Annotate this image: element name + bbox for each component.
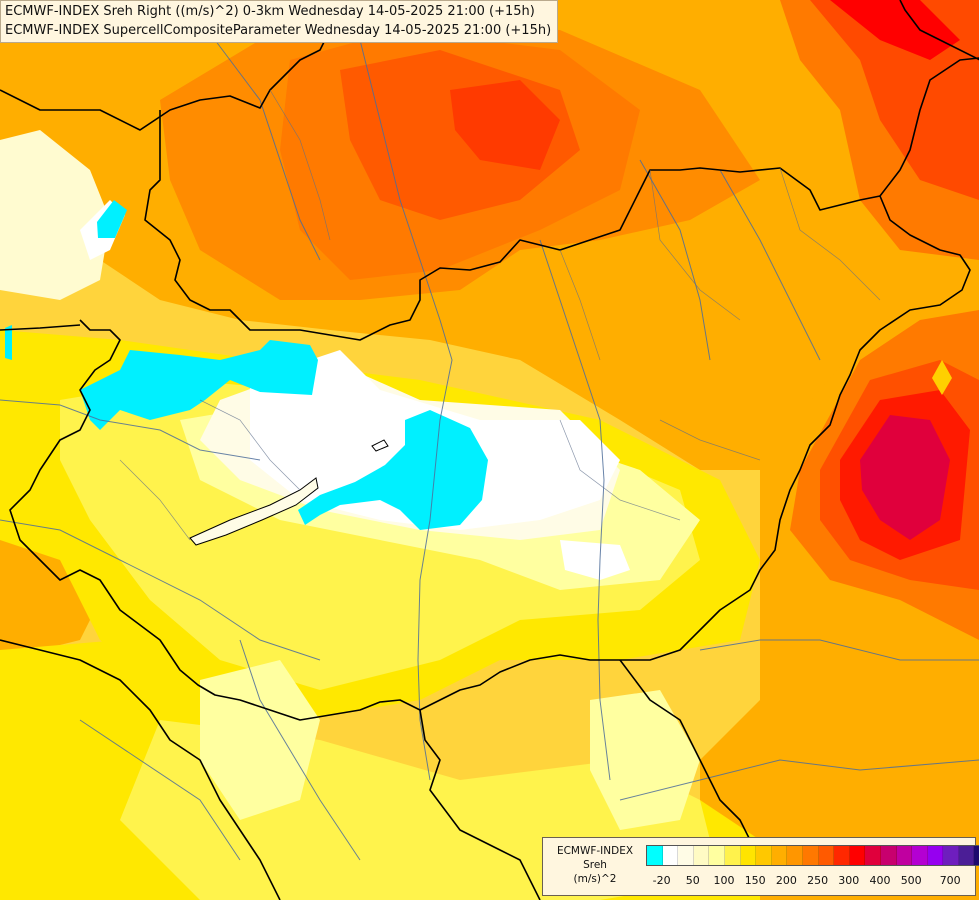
- legend-swatch: [756, 846, 772, 865]
- sreh-field-zone: [560, 540, 630, 580]
- legend-swatch: [693, 846, 710, 865]
- legend-tick: 700: [939, 874, 961, 887]
- legend-swatch: [818, 846, 835, 865]
- legend-swatch: [943, 846, 959, 865]
- legend-tick-labels: -20 50 100 150 200 250 300 400 500 700: [646, 874, 976, 888]
- legend-swatch: [678, 846, 694, 865]
- title-line-1: ECMWF-INDEX Sreh Right ((m/s)^2) 0-3km W…: [5, 4, 535, 19]
- legend-unit: (m/s)^2: [573, 873, 617, 885]
- map-title-box: ECMWF-INDEX Sreh Right ((m/s)^2) 0-3km W…: [0, 0, 559, 43]
- sreh-field-zone: [0, 130, 110, 300]
- sreh-negative-zone: [5, 325, 12, 360]
- legend-tick: -20: [652, 874, 671, 887]
- rivers: [0, 19, 979, 861]
- legend-swatch: [865, 846, 881, 865]
- legend-source: ECMWF-INDEX: [556, 845, 634, 857]
- legend-swatch: [880, 846, 897, 865]
- sreh-field-zone: [450, 80, 560, 170]
- legend-swatch: [724, 846, 741, 865]
- legend-color-scale: [646, 845, 979, 866]
- legend-swatch: [647, 846, 663, 865]
- legend-tick: 150: [744, 874, 766, 887]
- lake-outline: [371, 439, 389, 452]
- sreh-field-zone: [830, 0, 960, 60]
- sreh-field-zone: [590, 690, 700, 830]
- legend-tick: 400: [869, 874, 891, 887]
- legend-tick: 50: [685, 874, 700, 887]
- legend-swatch: [662, 846, 679, 865]
- title-line-2: ECMWF-INDEX SupercellCompositeParameter …: [5, 23, 552, 38]
- legend-swatch: [958, 846, 975, 865]
- regional-borders: [119, 89, 881, 541]
- sreh-field-zone: [860, 415, 950, 540]
- legend-label: ECMWF-INDEX Sreh (m/s)^2: [547, 844, 643, 886]
- legend-parameter: Sreh: [583, 859, 607, 871]
- legend-swatch: [709, 846, 725, 865]
- color-legend: ECMWF-INDEX Sreh (m/s)^2 -20 50 100 150 200 2…: [542, 837, 979, 896]
- legend-swatch: [740, 846, 757, 865]
- legend-tick: 100: [713, 874, 735, 887]
- legend-tick: 250: [807, 874, 829, 887]
- legend-tick: 500: [900, 874, 922, 887]
- legend-swatch: [927, 846, 944, 865]
- legend-swatch: [896, 846, 913, 865]
- legend-swatch: [849, 846, 866, 865]
- sreh-negative-zone: [80, 340, 318, 430]
- legend-swatch: [834, 846, 850, 865]
- legend-tick: 200: [775, 874, 797, 887]
- legend-swatch: [771, 846, 788, 865]
- lake-outline: [189, 477, 319, 546]
- sreh-field-zone: [200, 660, 320, 820]
- legend-swatch: [974, 846, 979, 865]
- sreh-negative-zone: [298, 410, 488, 530]
- legend-tick: 300: [838, 874, 860, 887]
- legend-swatch: [787, 846, 803, 865]
- legend-swatch: [802, 846, 819, 865]
- sreh-field-zone: [932, 360, 952, 395]
- legend-swatch: [912, 846, 928, 865]
- sreh-negative-zone: [97, 200, 127, 238]
